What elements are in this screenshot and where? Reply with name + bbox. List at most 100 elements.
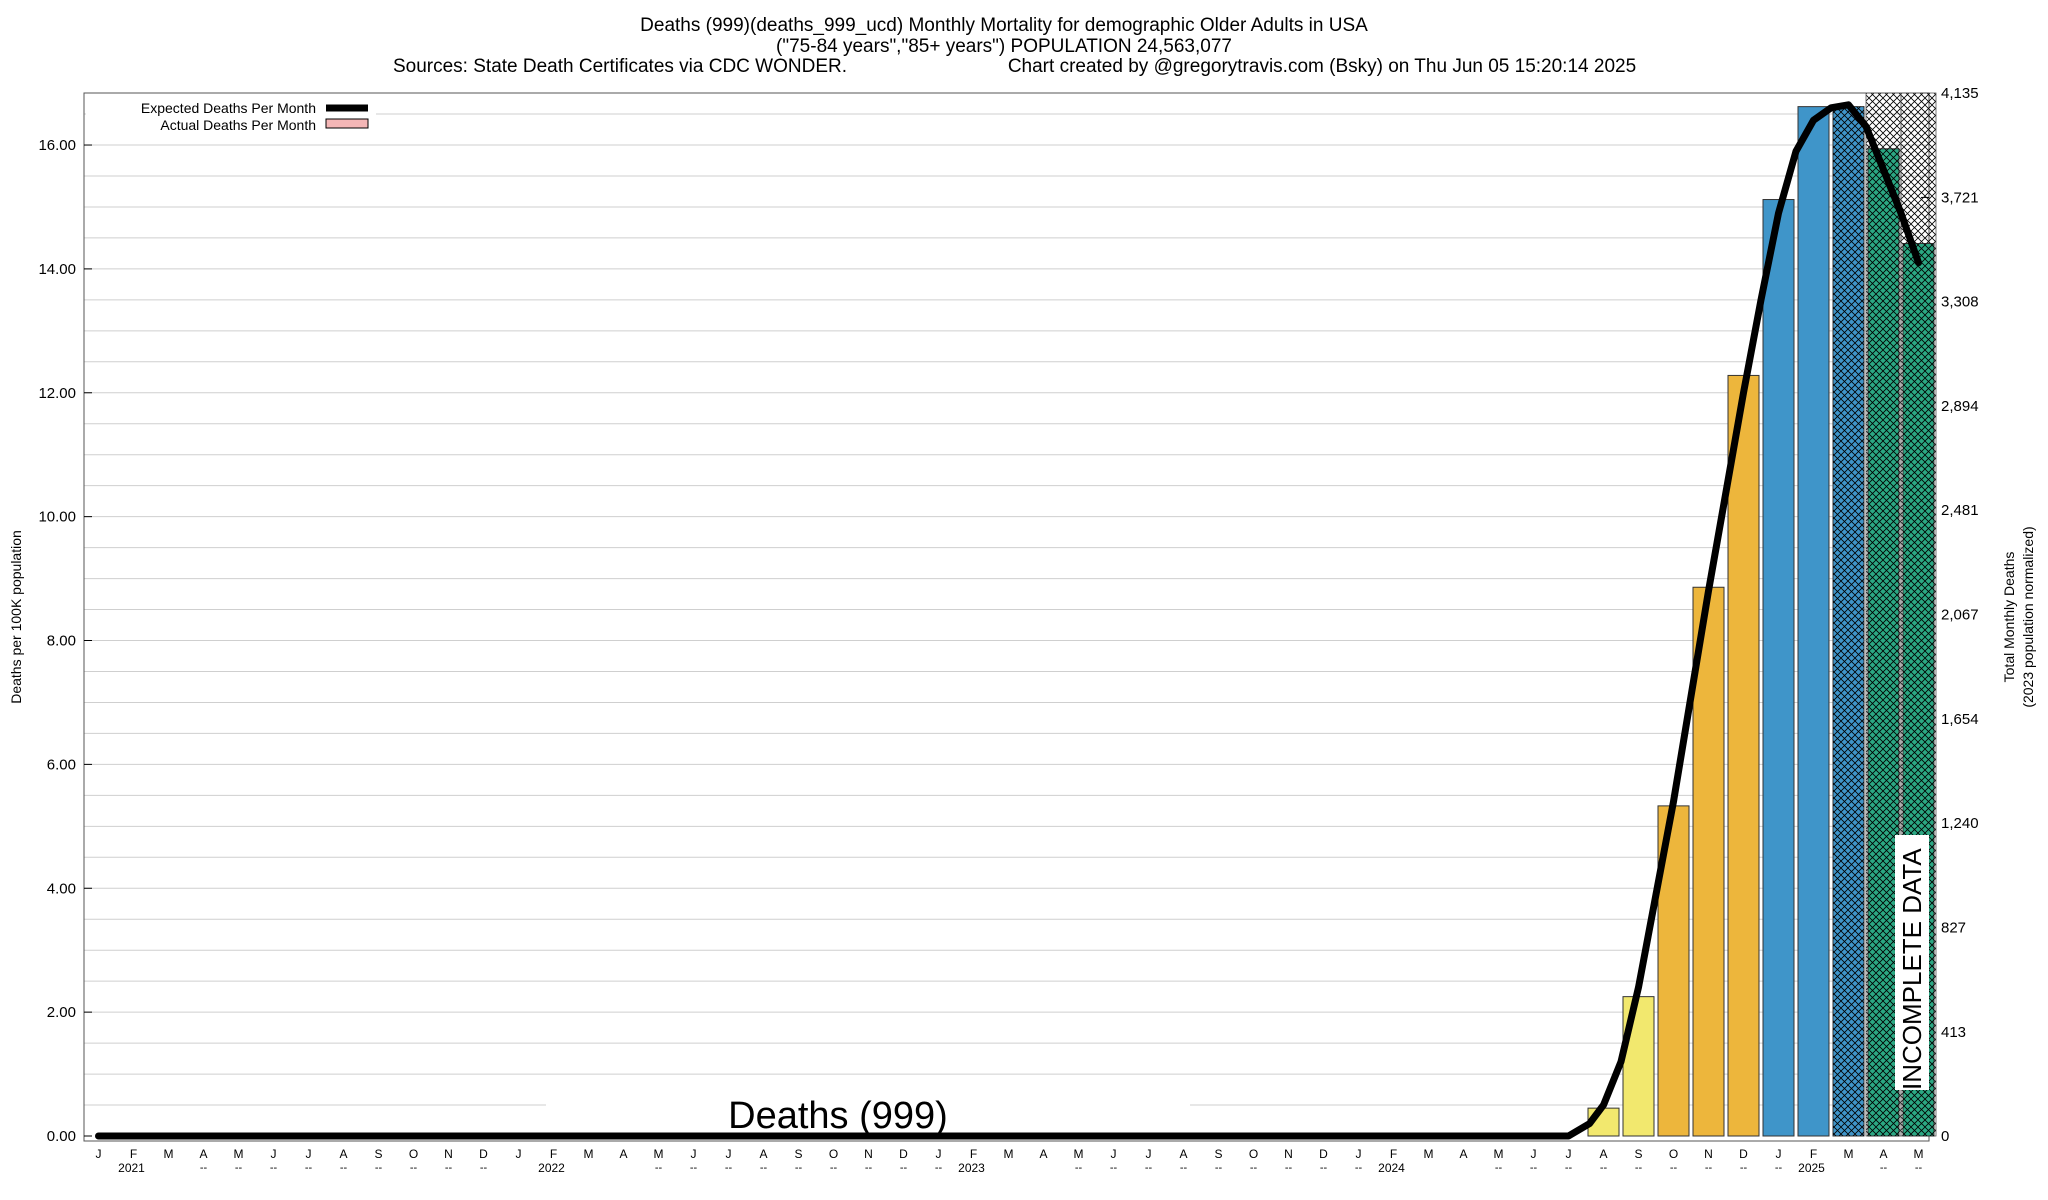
month-dash-label: -- <box>1880 1162 1888 1174</box>
left-tick-label: 6.00 <box>47 756 76 773</box>
legend: Expected Deaths Per Month Actual Deaths … <box>86 96 376 134</box>
right-tick-label: 2,067 <box>1941 607 1979 624</box>
month-dash-label: -- <box>690 1162 698 1174</box>
month-label: A <box>619 1147 627 1161</box>
month-dash-label: -- <box>375 1162 383 1174</box>
month-label: J <box>691 1147 697 1161</box>
month-label: J <box>96 1147 102 1161</box>
month-label: O <box>409 1147 418 1161</box>
month-label: J <box>1566 1147 1572 1161</box>
month-label: J <box>1356 1147 1362 1161</box>
left-axis: 0.00 2.00 4.00 6.00 8.00 10.00 12.00 14.00 16.00 <box>38 137 92 1145</box>
month-label: D <box>479 1147 488 1161</box>
month-label: N <box>1704 1147 1713 1161</box>
month-label: S <box>794 1147 802 1161</box>
bar-hatch <box>1868 148 1899 1136</box>
month-dash-label: -- <box>1320 1162 1328 1174</box>
month-label: F <box>1810 1147 1817 1161</box>
month-dash-label: -- <box>935 1162 943 1174</box>
month-dash-label: -- <box>900 1162 908 1174</box>
legend-label-expected: Expected Deaths Per Month <box>141 100 316 116</box>
right-tick-label: 3,721 <box>1941 189 1979 206</box>
month-dash-label: -- <box>1180 1162 1188 1174</box>
month-label: M <box>584 1147 594 1161</box>
month-dash-label: -- <box>1635 1162 1643 1174</box>
watermark-background <box>546 1089 1190 1140</box>
year-label: 2024 <box>1378 1161 1405 1175</box>
month-dash-label: -- <box>1670 1162 1678 1174</box>
month-label: M <box>1074 1147 1084 1161</box>
left-tick-label: 16.00 <box>38 137 76 154</box>
month-label: J <box>936 1147 942 1161</box>
month-label: A <box>1459 1147 1467 1161</box>
bar <box>1762 199 1795 1137</box>
left-tick-label: 8.00 <box>47 633 76 650</box>
month-dash-label: -- <box>1110 1162 1118 1174</box>
month-dash-label: -- <box>1495 1162 1503 1174</box>
month-dash-label: -- <box>1530 1162 1538 1174</box>
month-dash-label: -- <box>410 1162 418 1174</box>
right-tick-label: 413 <box>1941 1024 1966 1041</box>
month-dash-label: -- <box>865 1162 873 1174</box>
bars <box>1587 106 1935 1137</box>
month-label: F <box>1390 1147 1397 1161</box>
month-label: A <box>1879 1147 1887 1161</box>
month-dash-label: -- <box>1075 1162 1083 1174</box>
month-dash-label: -- <box>1250 1162 1258 1174</box>
left-tick-label: 2.00 <box>47 1004 76 1021</box>
month-label: D <box>1739 1147 1748 1161</box>
right-tick-label: 827 <box>1941 919 1966 936</box>
grid-lines <box>84 113 1929 1106</box>
left-tick-label: 10.00 <box>38 509 76 526</box>
month-label: A <box>759 1147 767 1161</box>
month-label: J <box>1146 1147 1152 1161</box>
month-label: A <box>339 1147 347 1161</box>
watermark: Deaths (999) <box>728 1095 948 1137</box>
right-tick-label: 1,240 <box>1941 815 1979 832</box>
month-dash-label: -- <box>655 1162 663 1174</box>
bar-hatch <box>1833 106 1864 1137</box>
month-label: S <box>1634 1147 1642 1161</box>
bar <box>1797 106 1830 1137</box>
right-axis-title: Total Monthly Deaths <box>2001 552 2017 683</box>
month-dash-label: -- <box>1740 1162 1748 1174</box>
year-label: 2023 <box>958 1161 985 1175</box>
month-label: O <box>1669 1147 1678 1161</box>
month-label: J <box>1531 1147 1537 1161</box>
month-label: F <box>550 1147 557 1161</box>
month-label: J <box>1111 1147 1117 1161</box>
bar <box>1727 374 1760 1137</box>
month-label: M <box>1424 1147 1434 1161</box>
month-label: J <box>516 1147 522 1161</box>
month-label: N <box>864 1147 873 1161</box>
month-dash-label: -- <box>725 1162 733 1174</box>
right-tick-label: 1,654 <box>1941 711 1979 728</box>
month-label: J <box>306 1147 312 1161</box>
left-axis-title: Deaths per 100K population <box>8 530 24 704</box>
incomplete-label-background <box>1895 835 1929 1090</box>
month-label: D <box>899 1147 908 1161</box>
month-dash-label: -- <box>200 1162 208 1174</box>
year-label: 2025 <box>1798 1161 1825 1175</box>
right-axis-subtitle: (2023 population normalized) <box>2020 526 2036 707</box>
right-tick-label: 3,308 <box>1941 294 1979 311</box>
month-dash-label: -- <box>760 1162 768 1174</box>
month-label: M <box>164 1147 174 1161</box>
month-label: D <box>1319 1147 1328 1161</box>
chart-title: Deaths (999)(deaths_999_ucd) Monthly Mor… <box>640 15 1368 36</box>
expected-deaths-line <box>95 101 1922 1140</box>
right-tick-label: 2,894 <box>1941 398 1979 415</box>
left-tick-label: 0.00 <box>47 1128 76 1145</box>
right-tick-label: 4,135 <box>1941 85 1979 102</box>
month-dash-label: -- <box>1705 1162 1713 1174</box>
month-label: N <box>444 1147 453 1161</box>
month-dash-label: -- <box>1565 1162 1573 1174</box>
month-label: S <box>374 1147 382 1161</box>
month-label: O <box>829 1147 838 1161</box>
left-tick-label: 12.00 <box>38 385 76 402</box>
month-dash-label: -- <box>235 1162 243 1174</box>
month-label: M <box>1844 1147 1854 1161</box>
month-dash-label: -- <box>1600 1162 1608 1174</box>
legend-swatch-actual <box>325 118 369 129</box>
